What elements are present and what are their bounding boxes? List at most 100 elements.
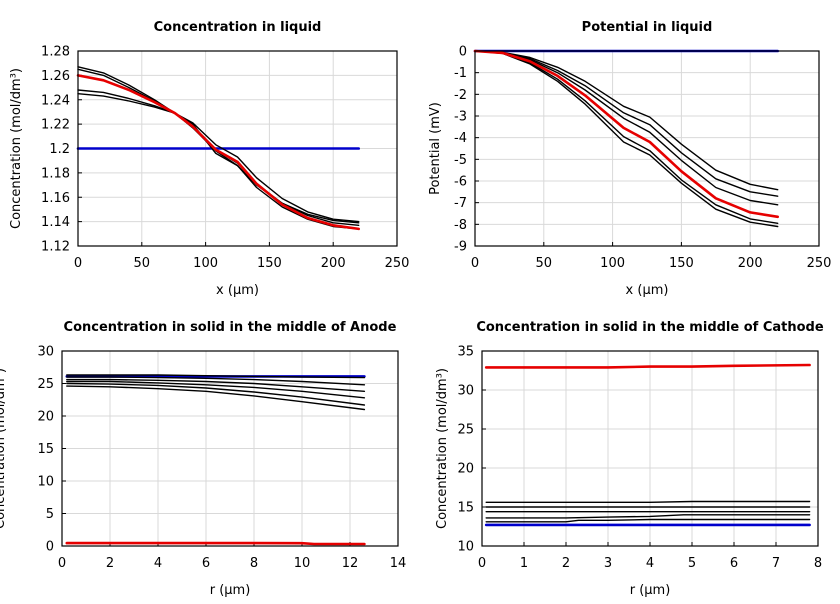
chart-title: Potential in liquid bbox=[582, 20, 713, 35]
y-tick-label: 0 bbox=[459, 45, 467, 60]
x-tick-label: 2 bbox=[106, 556, 114, 571]
y-tick-label: 1.24 bbox=[41, 93, 70, 108]
y-axis-label: Concentration (mol/dm³) bbox=[0, 368, 8, 529]
x-tick-label: 8 bbox=[250, 556, 258, 571]
x-tick-label: 100 bbox=[193, 256, 218, 271]
x-tick-label: 100 bbox=[600, 256, 625, 271]
series-line-t1 bbox=[474, 50, 779, 191]
series-line-final bbox=[484, 363, 811, 369]
y-tick-label: 20 bbox=[37, 410, 54, 425]
y-tick-label: 1.14 bbox=[41, 215, 70, 230]
series-line-t5 bbox=[474, 50, 779, 228]
x-tick-label: 250 bbox=[385, 256, 410, 271]
y-tick-label: 35 bbox=[457, 345, 474, 360]
y-axis-label: Concentration (mol/dm³) bbox=[9, 68, 24, 229]
y-tick-label: 1.26 bbox=[41, 69, 70, 84]
y-tick-label: 0 bbox=[46, 540, 54, 555]
y-tick-label: 25 bbox=[37, 377, 54, 392]
series-line-t2 bbox=[66, 376, 366, 386]
panel-potential-in-liquid: Potential in liquid 0 50 100 150 200 250 -9 -8 -7… bbox=[428, 20, 831, 298]
plot-frame bbox=[77, 50, 398, 247]
y-tick-label: -7 bbox=[454, 196, 467, 211]
y-tick-label: -4 bbox=[454, 131, 467, 146]
x-tick-label: 4 bbox=[646, 556, 654, 571]
y-tick-label: -2 bbox=[454, 88, 467, 103]
series-line-t5 bbox=[66, 382, 366, 406]
y-tick-label: 5 bbox=[46, 507, 54, 522]
x-tick-label: 6 bbox=[202, 556, 210, 571]
y-tick-label: -6 bbox=[454, 175, 467, 190]
x-tick-label: 0 bbox=[74, 256, 82, 271]
y-tick-label: 30 bbox=[457, 384, 474, 399]
series-line-t4 bbox=[485, 514, 811, 519]
series-line-t3 bbox=[77, 89, 360, 223]
x-tick-label: 10 bbox=[294, 556, 311, 571]
y-tick-label: 30 bbox=[37, 345, 54, 360]
x-tick-label: 7 bbox=[772, 556, 780, 571]
x-axis-label: x (µm) bbox=[626, 283, 669, 298]
series-line-t3 bbox=[66, 378, 366, 392]
chart-title: Concentration in solid in the middle of … bbox=[64, 320, 397, 335]
series-line-t4 bbox=[66, 380, 366, 399]
x-tick-label: 4 bbox=[154, 556, 162, 571]
series-line-t1 bbox=[66, 374, 366, 379]
series-line-t2 bbox=[474, 50, 779, 197]
x-tick-label: 12 bbox=[342, 556, 359, 571]
series-line-t3 bbox=[474, 50, 779, 206]
y-tick-label: 1.18 bbox=[41, 166, 70, 181]
y-tick-label: -1 bbox=[454, 66, 467, 81]
series-line-t4 bbox=[474, 50, 779, 225]
x-tick-label: 0 bbox=[58, 556, 66, 571]
y-tick-label: 1.2 bbox=[49, 142, 70, 157]
x-tick-label: 50 bbox=[536, 256, 553, 271]
y-tick-label: 25 bbox=[457, 423, 474, 438]
series-line-t6 bbox=[66, 385, 366, 411]
series-line-t1 bbox=[485, 500, 811, 503]
x-tick-label: 0 bbox=[471, 256, 479, 271]
x-tick-label: 150 bbox=[669, 256, 694, 271]
series-line-t1 bbox=[77, 66, 360, 224]
plot-frame bbox=[61, 350, 399, 547]
x-tick-label: 5 bbox=[688, 556, 696, 571]
plot-frame bbox=[481, 350, 819, 547]
y-tick-label: 10 bbox=[37, 475, 54, 490]
series-line-final bbox=[76, 74, 361, 231]
chart-title: Concentration in solid in the middle of … bbox=[476, 320, 824, 335]
x-tick-label: 8 bbox=[814, 556, 822, 571]
y-tick-label: -3 bbox=[454, 110, 467, 125]
chart-title: Concentration in liquid bbox=[154, 20, 322, 35]
y-axis-label: Concentration (mol/dm³) bbox=[435, 368, 450, 529]
series-line-final bbox=[473, 49, 780, 219]
panel-concentration-solid-anode: Concentration in solid in the middle of … bbox=[0, 320, 406, 598]
x-axis-label: r (µm) bbox=[630, 583, 671, 598]
y-tick-label: 15 bbox=[37, 442, 54, 457]
x-tick-label: 150 bbox=[257, 256, 282, 271]
y-tick-label: 15 bbox=[457, 501, 474, 516]
y-tick-label: -9 bbox=[454, 240, 467, 255]
panel-concentration-in-liquid: Concentration in liquid 0 50 100 150 200 250 1.… bbox=[9, 20, 409, 298]
x-tick-label: 14 bbox=[390, 556, 407, 571]
x-tick-label: 2 bbox=[562, 556, 570, 571]
y-tick-label: 20 bbox=[457, 462, 474, 477]
x-tick-label: 250 bbox=[807, 256, 832, 271]
series-line-final bbox=[65, 541, 366, 546]
series-line-t4 bbox=[77, 92, 360, 230]
y-tick-label: 1.16 bbox=[41, 191, 70, 206]
x-tick-label: 50 bbox=[134, 256, 151, 271]
y-tick-label: -5 bbox=[454, 153, 467, 168]
x-tick-label: 200 bbox=[321, 256, 346, 271]
panel-concentration-solid-cathode: Concentration in solid in the middle of … bbox=[435, 320, 824, 598]
x-tick-label: 0 bbox=[478, 556, 486, 571]
x-tick-label: 200 bbox=[738, 256, 763, 271]
y-tick-label: 1.28 bbox=[41, 45, 70, 60]
series-line-t5 bbox=[485, 518, 811, 523]
y-tick-label: 1.12 bbox=[41, 240, 70, 255]
y-tick-label: 1.22 bbox=[41, 118, 70, 133]
x-axis-label: x (µm) bbox=[216, 283, 259, 298]
x-axis-label: r (µm) bbox=[210, 583, 251, 598]
y-tick-label: 10 bbox=[457, 540, 474, 555]
y-tick-label: -8 bbox=[454, 218, 467, 233]
x-tick-label: 1 bbox=[520, 556, 528, 571]
y-axis-label: Potential (mV) bbox=[428, 102, 443, 195]
